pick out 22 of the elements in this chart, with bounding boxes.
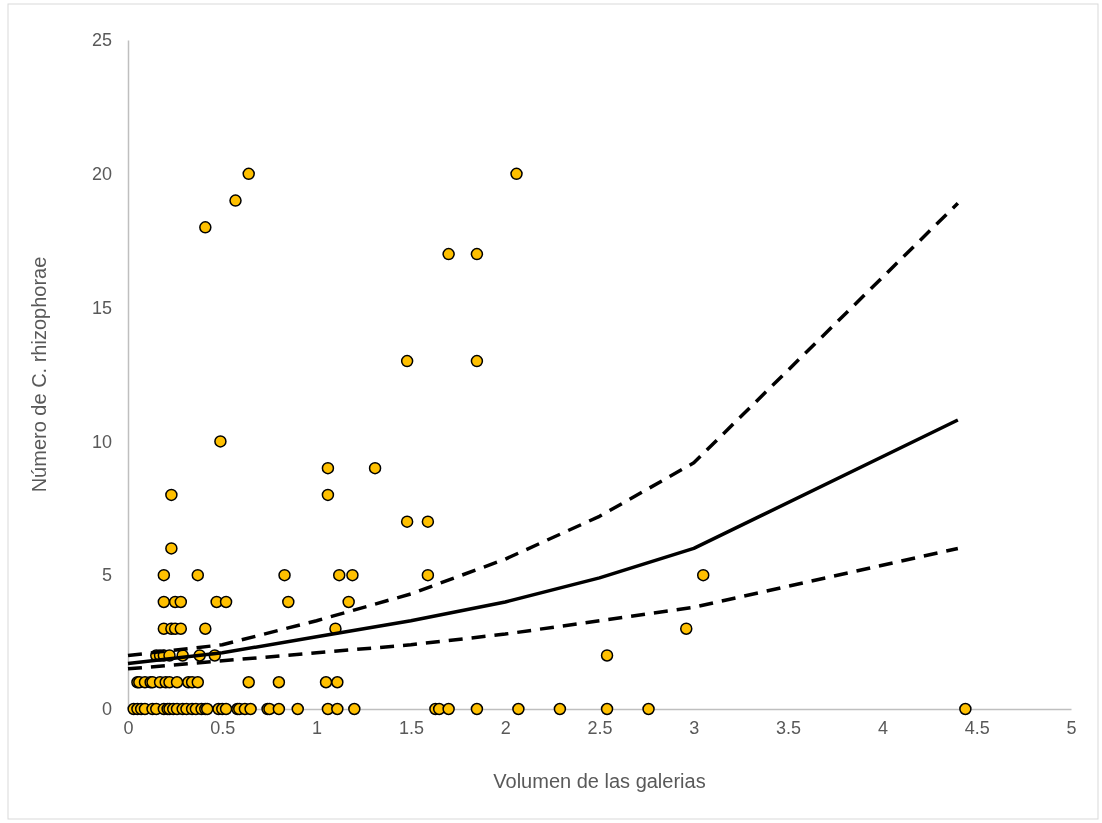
y-tick-label: 25 [91, 30, 112, 51]
x-tick-label: 2 [500, 717, 511, 738]
x-tick-label: 3 [689, 717, 700, 738]
x-tick-label: 5 [1066, 717, 1077, 738]
line-series [126, 418, 960, 666]
line-series [126, 201, 960, 658]
x-tick-label: 4.5 [964, 717, 990, 738]
y-axis-title: Número de C. rhizophorae [28, 256, 50, 493]
x-axis-title: Volumen de las galerias [493, 770, 706, 792]
x-tick-label: 0.5 [210, 717, 236, 738]
line-series [126, 546, 960, 671]
y-tick-label: 15 [91, 297, 112, 318]
x-tick-label: 1.5 [398, 717, 424, 738]
y-tick-label: 5 [101, 565, 112, 586]
x-tick-label: 0 [123, 717, 134, 738]
x-tick-label: 1 [312, 717, 323, 738]
y-tick-label: 0 [101, 699, 112, 720]
x-tick-label: 3.5 [776, 717, 802, 738]
y-tick-label: 10 [91, 431, 112, 452]
x-tick-label: 4 [877, 717, 888, 738]
x-tick-label: 2.5 [587, 717, 613, 738]
y-tick-label: 20 [91, 164, 112, 185]
